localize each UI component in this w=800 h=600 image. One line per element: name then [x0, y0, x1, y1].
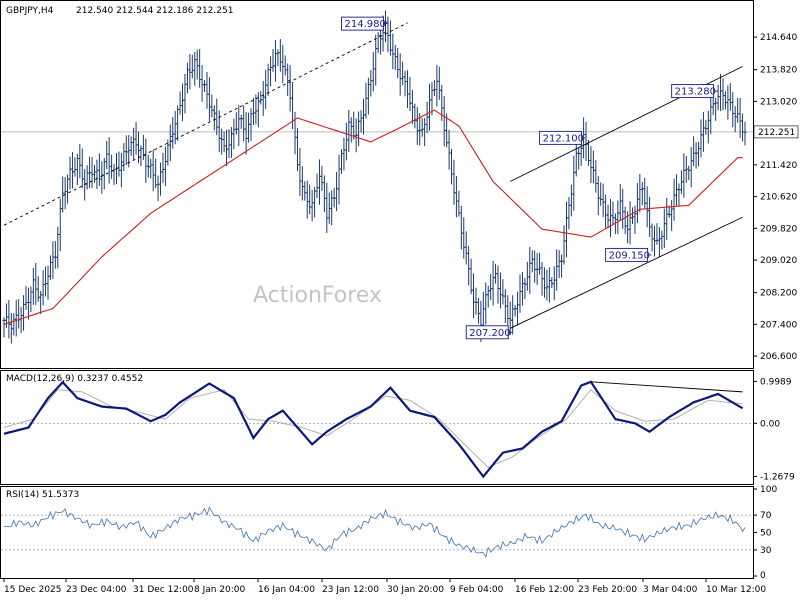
x-tick-label: 16 Feb 12:00	[515, 585, 574, 595]
rsi-line	[3, 506, 746, 558]
rsi-tick-label: 100	[760, 485, 777, 495]
macd-lines: 0.9989 0.00 -1.2679	[1, 377, 795, 482]
macd-tick-label: 0.9989	[760, 377, 792, 387]
price-tick-label: 213.020	[760, 97, 797, 107]
x-tick-label: 3 Mar 04:00	[643, 585, 698, 595]
price-annotation-label: 214.980	[345, 19, 386, 30]
rsi-tick-label: 70	[760, 511, 772, 521]
rsi-tick-label: 30	[760, 546, 772, 556]
rsi-lines: 100 70 50 30 0	[1, 485, 777, 581]
x-tick-label: 10 Mar 12:00	[706, 585, 766, 595]
price-tick-label: 206.600	[760, 352, 797, 362]
price-annotation-label: 209.150	[609, 250, 650, 261]
x-tick-label: 23 Feb 20:00	[578, 585, 637, 595]
last-price-box	[753, 125, 799, 139]
x-tick-label: 23 Jan 12:00	[322, 585, 379, 595]
macd-tick-label: -1.2679	[760, 472, 795, 482]
watermark: ActionForex	[253, 283, 382, 308]
price-tick-label: 209.820	[760, 224, 797, 234]
moving-average-line	[3, 109, 743, 325]
price-tick-label: 208.200	[760, 289, 797, 299]
price-pane	[0, 0, 754, 369]
x-tick-label: 31 Dec 12:00	[133, 585, 194, 595]
candles	[2, 10, 747, 344]
rsi-tick-label: 0	[760, 571, 766, 581]
x-axis: 15 Dec 2025 23 Dec 04:00 31 Dec 12:00 8 Jan…	[3, 579, 766, 595]
x-tick-label: 9 Feb 04:00	[450, 585, 504, 595]
rsi-pane	[0, 486, 754, 579]
macd-label: MACD(12,26,9) 0.3237 0.4552	[6, 374, 143, 384]
macd-pane	[0, 370, 754, 485]
x-tick-label: 8 Jan 20:00	[194, 585, 246, 595]
price-tick-label: 209.020	[760, 256, 797, 266]
trendline	[510, 216, 743, 329]
price-tick-label: 207.400	[760, 320, 797, 330]
x-tick-label: 30 Jan 20:00	[387, 585, 444, 595]
price-tick-label: 213.820	[760, 66, 797, 76]
x-tick-label: 23 Dec 04:00	[66, 585, 127, 595]
price-overlays: 214.980 212.100 213.280 209.150 207.200	[3, 16, 743, 340]
rsi-tick-label: 50	[760, 529, 772, 539]
last-price-label: 212.251	[758, 128, 795, 138]
x-tick-label: 15 Dec 2025	[4, 585, 62, 595]
price-axis: 214.640213.820213.020212.200211.420210.6…	[1, 33, 799, 362]
x-tick-label: 16 Jan 04:00	[258, 585, 315, 595]
price-tick-label: 214.640	[760, 33, 797, 43]
symbol-label: GBPJPY,H4	[6, 6, 54, 16]
macd-tick-label: 0.00	[760, 419, 780, 429]
macd-trendline	[590, 381, 743, 393]
price-tick-label: 211.420	[760, 161, 797, 171]
price-tick-label: 210.620	[760, 193, 797, 203]
price-annotation-label: 207.200	[469, 328, 510, 339]
rsi-label: RSI(14) 51.5373	[6, 490, 79, 500]
ohlc-readout: 212.540 212.544 212.186 212.251	[76, 6, 233, 16]
price-annotation-label: 213.280	[675, 87, 716, 98]
macd-line	[3, 380, 744, 479]
price-annotation-label: 212.100	[543, 133, 584, 144]
